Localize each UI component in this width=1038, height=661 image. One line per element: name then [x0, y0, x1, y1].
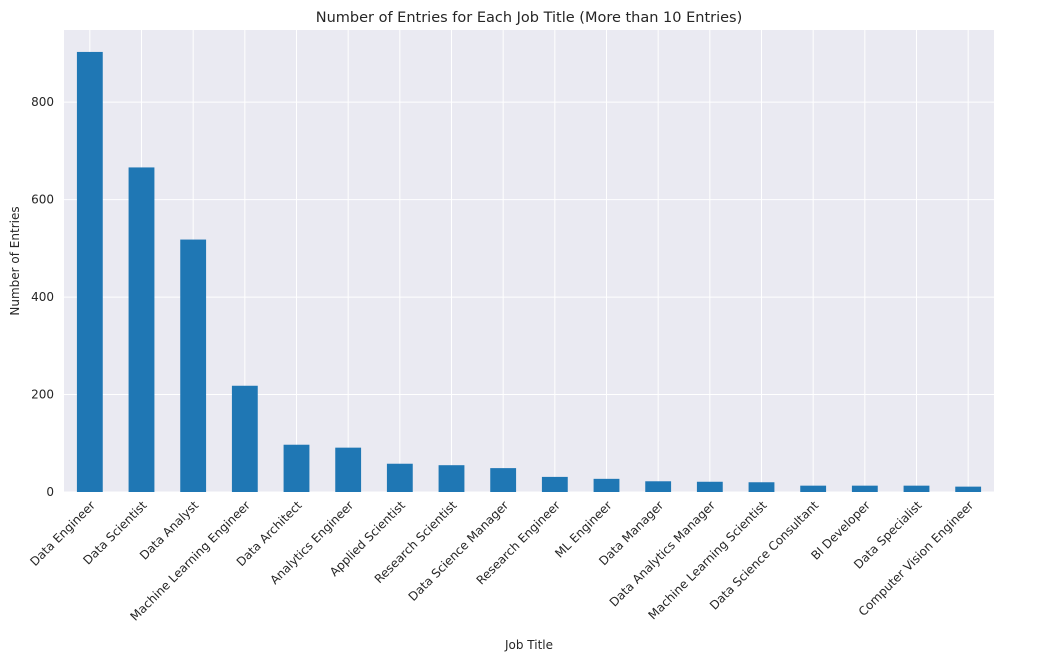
chart-title: Number of Entries for Each Job Title (Mo…: [316, 10, 743, 26]
bar: [76, 51, 103, 492]
y-tick-label: 600: [31, 193, 54, 207]
bar: [231, 385, 258, 492]
bar: [283, 444, 310, 492]
x-tick-label: Data Analytics Manager: [607, 498, 718, 609]
grid-lines: [64, 30, 994, 493]
bar: [128, 167, 155, 493]
y-tick-labels: 0 200 400 600 800: [31, 95, 54, 499]
bar: [541, 476, 568, 492]
plot-background: [64, 30, 994, 492]
bar: [180, 239, 207, 492]
bar: [696, 481, 723, 492]
y-tick-label: 0: [46, 485, 54, 499]
bar: [593, 478, 620, 492]
x-tick-label: Data Science Manager: [406, 498, 512, 604]
bar: [748, 482, 775, 492]
y-tick-label: 800: [31, 95, 54, 109]
bar: [386, 463, 413, 492]
bar: [335, 447, 362, 492]
bar: [490, 468, 517, 492]
bar: [800, 485, 827, 492]
y-tick-label: 400: [31, 290, 54, 304]
x-tick-label: Data Science Consultant: [707, 498, 822, 613]
bar: [851, 485, 878, 492]
bars: [76, 51, 982, 493]
bar: [438, 465, 465, 492]
y-axis-label: Number of Entries: [8, 206, 22, 315]
bar: [645, 481, 672, 492]
y-tick-label: 200: [31, 388, 54, 402]
bar: [955, 486, 982, 492]
x-axis-label: Job Title: [504, 638, 553, 652]
bar: [903, 485, 930, 492]
